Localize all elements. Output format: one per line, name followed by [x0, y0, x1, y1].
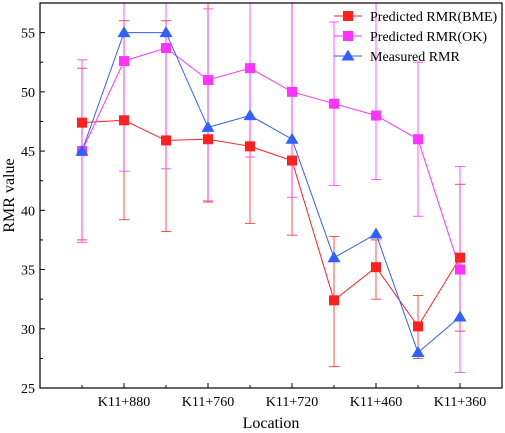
- legend-marker: [343, 31, 353, 41]
- series-lines: [81, 32, 461, 354]
- data-point: [371, 262, 381, 273]
- y-tick-label: 30: [21, 323, 35, 338]
- data-point: [285, 132, 299, 144]
- data-point: [159, 26, 173, 38]
- legend: Predicted RMR(BME) Predicted RMR(OK) Measu…: [334, 10, 497, 65]
- y-tick-label: 35: [21, 264, 35, 279]
- data-point: [371, 110, 381, 121]
- data-point: [77, 117, 87, 128]
- data-point: [201, 120, 215, 132]
- x-tick-label: K11+360: [434, 395, 487, 410]
- data-point: [369, 227, 383, 239]
- y-tick-label: 40: [21, 204, 35, 219]
- y-tick-label: 45: [21, 145, 35, 160]
- series-line: [81, 119, 461, 328]
- data-point: [119, 115, 129, 126]
- data-point: [203, 134, 213, 145]
- data-point: [411, 345, 425, 358]
- y-tick-label: 55: [21, 27, 35, 42]
- data-point: [327, 251, 341, 263]
- y-axis-label: RMR value: [1, 158, 18, 232]
- data-point: [161, 43, 171, 54]
- x-tick-label: K11+460: [350, 395, 403, 410]
- data-point: [287, 86, 297, 97]
- x-axis-label: Location: [243, 415, 300, 432]
- x-axis: K11+880 K11+760 K11+720 K11+460 K11+360: [81, 383, 487, 410]
- y-tick-label: 25: [21, 382, 35, 397]
- y-axis: 25 30 35 40 45 50 55: [21, 27, 45, 397]
- series-line: [81, 32, 461, 354]
- legend-label: Measured RMR: [370, 50, 460, 65]
- legend-marker: [341, 49, 355, 61]
- data-point: [455, 264, 465, 275]
- plot-frame: [39, 2, 503, 389]
- data-point: [245, 141, 255, 152]
- data-point: [329, 98, 339, 109]
- y-tick-label: 50: [21, 86, 35, 101]
- data-point: [243, 109, 257, 121]
- legend-marker: [343, 11, 353, 21]
- x-tick-label: K11+880: [98, 395, 151, 410]
- series-line: [81, 47, 461, 270]
- data-point: [413, 321, 423, 332]
- series-markers: [75, 26, 467, 358]
- x-tick-label: K11+760: [182, 395, 235, 410]
- data-point: [453, 310, 467, 322]
- data-point: [161, 135, 171, 146]
- data-point: [455, 252, 465, 263]
- x-tick-label: K11+720: [266, 395, 319, 410]
- data-point: [119, 56, 129, 67]
- data-point: [329, 295, 339, 306]
- data-point: [245, 63, 255, 74]
- legend-label: Predicted RMR(OK): [370, 30, 487, 45]
- data-point: [203, 75, 213, 85]
- data-point: [75, 144, 89, 156]
- data-point: [413, 134, 423, 145]
- data-point: [117, 26, 131, 38]
- legend-label: Predicted RMR(BME): [370, 10, 497, 25]
- data-point: [287, 155, 297, 166]
